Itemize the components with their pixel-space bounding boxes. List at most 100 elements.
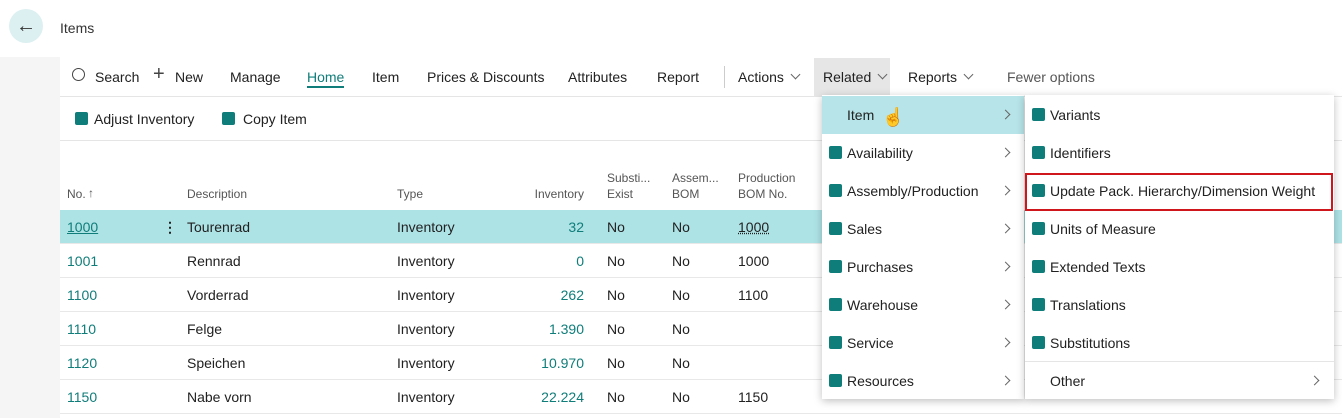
menu-item[interactable]: Warehouse <box>847 297 919 313</box>
menu-button[interactable]: Reports <box>908 69 958 85</box>
table-cell: Speichen <box>187 355 246 371</box>
table-cell[interactable]: 1001 <box>67 253 99 269</box>
related-highlight <box>814 58 890 96</box>
sub-action-button[interactable]: Adjust Inventory <box>94 111 195 127</box>
table-cell: No <box>607 219 625 235</box>
table-cell: Vorderrad <box>187 287 249 303</box>
column-header[interactable]: Assem... <box>672 171 719 185</box>
command-button[interactable]: New <box>175 69 204 85</box>
menu-item[interactable]: Translations <box>1050 297 1126 313</box>
column-header[interactable]: Production <box>738 171 796 185</box>
table-cell: No <box>672 321 690 337</box>
related-menu <box>822 95 1024 399</box>
column-header[interactable]: BOM No. <box>738 187 788 201</box>
table-cell: 1.390 <box>548 321 584 337</box>
menu-item[interactable]: Item <box>847 107 875 123</box>
table-cell: No <box>607 355 625 371</box>
sub-action-icon <box>222 112 235 125</box>
table-cell: 262 <box>560 287 584 303</box>
column-header[interactable]: Substi... <box>607 171 651 185</box>
menu-icon <box>1032 146 1045 159</box>
menu-button[interactable]: Related <box>823 69 872 85</box>
table-cell[interactable]: 1110 <box>67 321 97 337</box>
table-cell: Inventory <box>397 287 455 303</box>
command-button[interactable]: Item <box>372 69 400 85</box>
command-button[interactable]: Report <box>657 69 700 85</box>
menu-item[interactable]: Sales <box>847 221 883 237</box>
table-cell: 10.970 <box>541 355 584 371</box>
table-cell: Inventory <box>397 253 455 269</box>
menu-item[interactable]: Assembly/Production <box>847 183 979 199</box>
table-cell: Inventory <box>397 389 455 405</box>
menu-button[interactable]: Actions <box>738 69 784 85</box>
new-icon: + <box>153 63 165 85</box>
table-cell: 1100 <box>738 287 769 303</box>
back-button[interactable]: ← <box>9 9 43 43</box>
table-cell: No <box>672 389 690 405</box>
menu-item[interactable]: Units of Measure <box>1050 221 1156 237</box>
table-cell: 32 <box>568 219 584 235</box>
menu-icon <box>829 222 842 235</box>
column-header[interactable]: BOM <box>672 187 700 201</box>
menu-item[interactable]: Purchases <box>847 259 914 275</box>
column-header[interactable]: Type <box>397 187 424 201</box>
menu-item[interactable]: Availability <box>847 145 913 161</box>
table-cell: No <box>672 219 690 235</box>
menu-icon <box>1032 184 1045 197</box>
toggle-button[interactable]: Fewer options <box>1007 69 1095 85</box>
column-header[interactable]: No. <box>67 187 86 201</box>
menu-item[interactable]: Other <box>1050 373 1086 389</box>
table-cell[interactable]: 1120 <box>67 355 98 371</box>
table-cell: Felge <box>187 321 223 337</box>
command-button[interactable]: Search <box>95 69 140 85</box>
table-cell: Nabe vorn <box>187 389 252 405</box>
page-title: Items <box>60 20 95 36</box>
table-cell: Tourenrad <box>187 219 251 235</box>
chevron-down <box>963 69 974 80</box>
content-area <box>0 57 60 418</box>
menu-icon <box>1032 336 1045 349</box>
table-cell: Inventory <box>397 355 455 371</box>
menu-icon <box>829 146 842 159</box>
menu-icon <box>829 374 842 387</box>
table-cell: Inventory <box>397 321 455 337</box>
table-cell: No <box>607 389 625 405</box>
cursor: ☝ <box>882 107 905 127</box>
table-cell: 0 <box>576 253 584 269</box>
column-header[interactable]: Exist <box>607 187 634 201</box>
chevron-down <box>790 69 801 80</box>
menu-item[interactable]: Update Pack. Hierarchy/Dimension Weight <box>1050 183 1316 199</box>
menu-separator <box>1025 361 1334 362</box>
search-icon <box>72 68 85 81</box>
menu-item[interactable]: Variants <box>1050 107 1101 123</box>
column-header[interactable]: Description <box>187 187 248 201</box>
table-cell[interactable]: 1000 <box>67 219 99 235</box>
sub-bar-divider <box>60 140 1342 141</box>
table-cell: No <box>607 287 625 303</box>
menu-item[interactable]: Service <box>847 335 894 351</box>
column-header[interactable]: Inventory <box>534 187 584 201</box>
table-cell: Rennrad <box>187 253 241 269</box>
sub-action-button[interactable]: Copy Item <box>243 111 307 127</box>
row-menu[interactable]: ⋮ <box>163 219 177 235</box>
table-cell: Inventory <box>397 219 455 235</box>
menu-item[interactable]: Resources <box>847 373 914 389</box>
menu-item[interactable]: Extended Texts <box>1050 259 1146 275</box>
command-button[interactable]: Home <box>307 68 345 88</box>
selection-box <box>1025 173 1333 211</box>
menu-icon <box>829 184 842 197</box>
top-bar <box>0 0 1342 57</box>
table-cell: 1150 <box>738 389 769 405</box>
table-cell[interactable]: 1150 <box>67 389 98 405</box>
menu-item[interactable]: Substitutions <box>1050 335 1131 351</box>
table-cell[interactable]: 1100 <box>67 287 98 303</box>
menu-highlight <box>822 96 1024 134</box>
menu-icon <box>829 298 842 311</box>
command-button[interactable]: Prices & Discounts <box>427 69 545 85</box>
menu-icon <box>1032 108 1045 121</box>
menu-icon <box>829 260 842 273</box>
command-button[interactable]: Manage <box>230 69 281 85</box>
menu-item[interactable]: Identifiers <box>1050 145 1111 161</box>
menu-icon <box>1032 298 1045 311</box>
command-button[interactable]: Attributes <box>568 69 628 85</box>
